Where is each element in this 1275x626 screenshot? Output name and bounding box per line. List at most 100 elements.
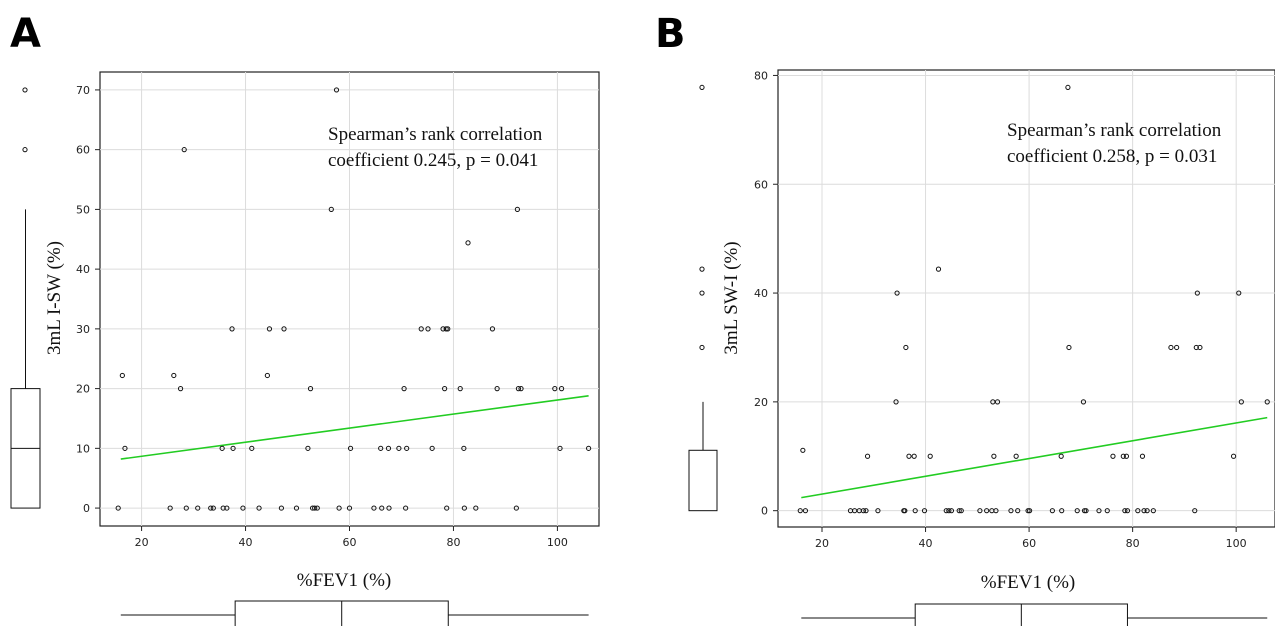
panel-a-x-boxplot — [120, 600, 589, 626]
panel-b-annotation-line1: Spearman’s rank correlation — [1007, 120, 1222, 141]
data-point — [935, 266, 942, 272]
data-point — [396, 445, 402, 451]
panel-b-plot-frame — [777, 69, 1275, 528]
data-point — [401, 386, 407, 392]
x-tick-label: 100 — [1226, 537, 1247, 550]
data-point — [1080, 399, 1087, 405]
data-point — [119, 372, 125, 379]
data-point — [902, 508, 908, 514]
panel-b-annotation-line2: coefficient 0.258, p = 0.031 — [1007, 146, 1217, 167]
data-point — [465, 240, 471, 246]
data-point — [444, 505, 450, 511]
panel-a-ticks: 20 40 60 80 100 0 10 20 30 40 50 60 70 — [76, 84, 568, 549]
data-point — [1236, 290, 1242, 296]
data-point — [903, 344, 909, 351]
data-point — [1081, 508, 1088, 514]
data-point — [1074, 508, 1080, 514]
panel-a-regression — [120, 394, 589, 460]
x-tick-label: 40 — [919, 537, 933, 550]
panel-b-grid — [778, 70, 1275, 527]
data-point — [404, 445, 410, 451]
data-point — [513, 505, 519, 511]
panel-a-annotation-line1: Spearman’s rank correlation — [328, 124, 543, 145]
panel-b-points — [797, 84, 1270, 514]
data-point — [906, 453, 912, 459]
data-point — [1135, 508, 1141, 514]
x-tick-label: 60 — [343, 536, 357, 549]
y-tick-label: 0 — [83, 502, 90, 515]
data-point — [860, 508, 867, 514]
data-point — [442, 386, 448, 392]
data-point — [797, 508, 803, 514]
y-boxplot-outlier — [22, 87, 28, 93]
data-point — [958, 508, 964, 514]
data-point — [461, 505, 467, 511]
y-boxplot-outlier — [699, 344, 705, 351]
data-point — [494, 386, 500, 392]
data-point — [314, 505, 320, 511]
data-point — [1141, 508, 1147, 514]
data-point — [552, 386, 558, 392]
x-tick-label: 20 — [135, 536, 149, 549]
data-point — [171, 372, 177, 379]
data-point — [385, 445, 392, 451]
data-point — [1124, 508, 1131, 514]
data-point — [1192, 508, 1198, 514]
data-point — [994, 399, 1001, 405]
data-point — [1144, 508, 1150, 514]
x-tick-label: 20 — [815, 537, 829, 550]
data-point — [1139, 453, 1146, 459]
data-point — [1122, 508, 1128, 514]
data-point — [1066, 344, 1072, 351]
data-point — [333, 87, 340, 93]
x-tick-label: 100 — [547, 536, 568, 549]
data-point — [208, 505, 214, 511]
y-tick-label: 60 — [754, 178, 768, 191]
data-point — [1230, 453, 1237, 459]
panel-a-y-boxplot — [10, 87, 41, 509]
data-point — [515, 386, 522, 392]
panel-a-y-axis-label: 3mL I-SW (%) — [44, 241, 65, 355]
data-point — [956, 508, 962, 514]
panel-b-y-boxplot — [688, 84, 718, 512]
data-point — [1193, 344, 1199, 351]
data-point — [1174, 344, 1180, 351]
panel-a-annotation-line2: coefficient 0.245, p = 0.041 — [328, 150, 538, 171]
data-point — [518, 386, 524, 392]
x-tick-label: 60 — [1022, 537, 1036, 550]
data-point — [224, 505, 230, 511]
data-point — [266, 326, 273, 332]
y-boxplot-outlier — [699, 266, 705, 272]
data-point — [911, 453, 917, 459]
data-point — [346, 505, 353, 511]
data-point — [425, 326, 431, 332]
data-point — [991, 453, 997, 459]
data-point — [281, 326, 287, 332]
data-point — [473, 505, 479, 511]
data-point — [1150, 508, 1156, 514]
data-point — [312, 505, 318, 511]
data-point — [1013, 453, 1019, 459]
data-point — [946, 508, 952, 514]
data-point — [1058, 453, 1064, 459]
data-point — [1120, 453, 1126, 459]
data-point — [379, 505, 385, 511]
y-tick-label: 0 — [761, 505, 768, 518]
panel-b-x-axis-label: %FEV1 (%) — [981, 572, 1075, 593]
data-point — [418, 326, 424, 332]
data-point — [863, 508, 869, 514]
data-point — [328, 206, 334, 212]
data-point — [912, 508, 918, 514]
y-tick-label: 20 — [76, 383, 90, 396]
data-point — [1008, 508, 1014, 514]
data-point — [948, 508, 955, 514]
x-tick-label: 80 — [446, 536, 460, 549]
panel-a-x-axis-label: %FEV1 (%) — [297, 570, 391, 591]
data-point — [347, 445, 354, 451]
data-point — [802, 508, 809, 514]
y-boxplot-outlier — [699, 84, 705, 91]
panel-a-points — [115, 87, 592, 511]
data-point — [183, 505, 189, 511]
x-tick-label: 40 — [239, 536, 253, 549]
data-point — [378, 445, 384, 451]
